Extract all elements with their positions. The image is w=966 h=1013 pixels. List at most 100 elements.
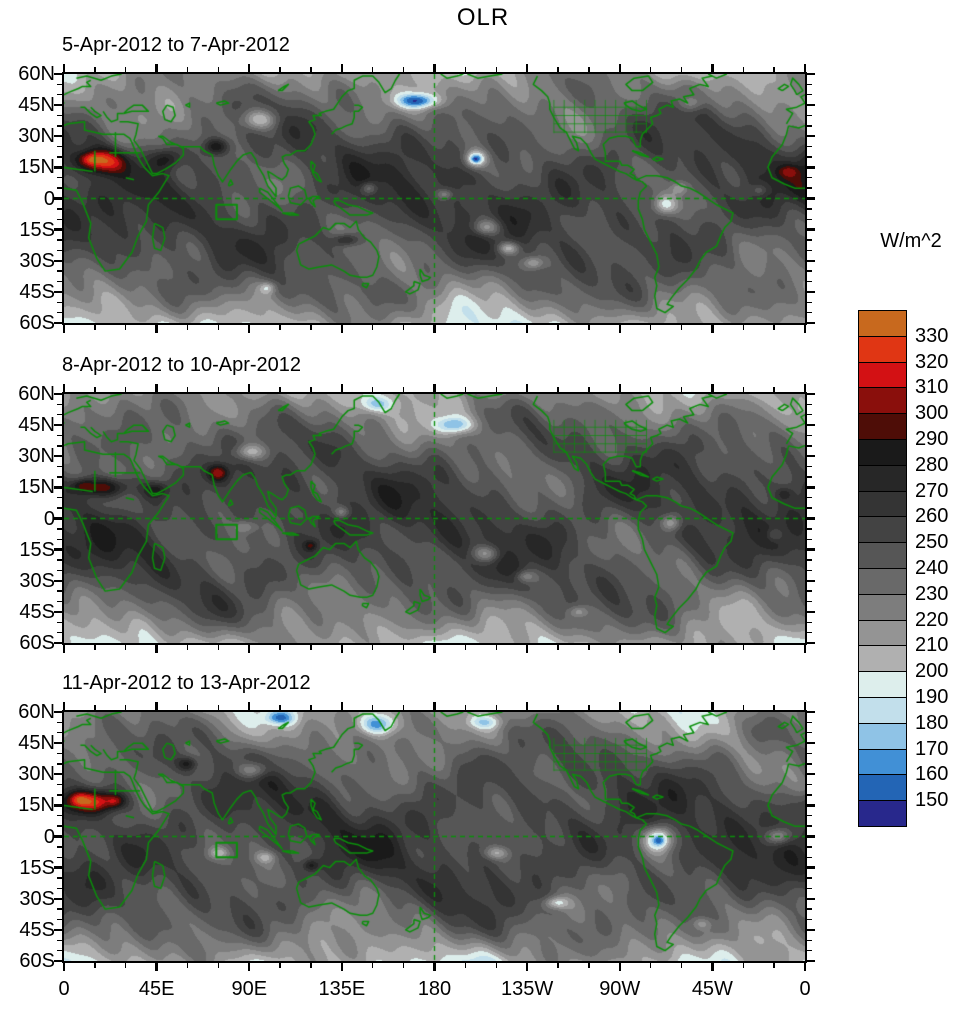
lon-tick [742, 705, 744, 710]
lat-tick-label: 45N [18, 414, 55, 437]
lon-tick [340, 325, 344, 333]
lat-tick [57, 218, 62, 220]
lon-tick [279, 387, 281, 392]
lat-tick [57, 569, 62, 572]
lat-tick [57, 311, 62, 314]
lat-tick [57, 465, 62, 468]
lat-tick [807, 403, 812, 406]
lon-tick [495, 705, 497, 710]
lon-tick [464, 645, 467, 650]
lat-tick [57, 877, 62, 879]
lat-tick [807, 156, 812, 158]
lon-tick [557, 325, 559, 330]
lat-tick [54, 804, 62, 807]
lat-tick [807, 528, 812, 530]
colorbar-tick-label: 330 [915, 324, 949, 347]
lon-tick [680, 705, 683, 710]
lon-tick [525, 702, 529, 710]
lon-tick [217, 645, 220, 650]
lat-tick [54, 321, 62, 325]
lon-tick-label: 45W [691, 978, 733, 1000]
lon-tick [310, 325, 312, 330]
lon-tick [711, 64, 714, 72]
colorbar-segment [858, 413, 907, 440]
panel-2-title: 8-Apr-2012 to 10-Apr-2012 [62, 354, 302, 376]
lat-tick [807, 538, 812, 540]
lon-tick [372, 387, 374, 392]
lat-tick [57, 621, 62, 623]
lat-tick-label: 60N [18, 383, 55, 405]
lat-tick [57, 156, 62, 158]
lon-tick-label: 180 [417, 978, 452, 1000]
lat-tick [54, 197, 62, 200]
colorbar-segment [858, 800, 907, 827]
lon-tick [125, 387, 127, 392]
lon-tick [803, 325, 807, 333]
lat-tick-label: 15S [19, 538, 55, 561]
lat-tick [807, 228, 815, 231]
lat-tick [54, 72, 62, 76]
lon-tick [279, 963, 281, 968]
lon-tick [155, 64, 158, 72]
lat-tick [807, 197, 815, 200]
lat-tick [57, 590, 62, 592]
lat-tick [57, 939, 62, 941]
lon-tick [94, 963, 96, 968]
lat-tick-label: 15S [19, 856, 55, 879]
lat-tick [54, 486, 62, 489]
lat-tick [57, 445, 62, 447]
lon-tick [186, 325, 189, 330]
lon-tick [464, 963, 467, 968]
lon-tick [125, 963, 127, 968]
lon-tick [186, 387, 189, 392]
lon-tick [94, 325, 96, 330]
lon-tick [618, 64, 621, 72]
lat-tick [54, 959, 62, 963]
lon-tick [742, 645, 744, 650]
colorbar-segment [858, 361, 907, 389]
lat-tick [57, 270, 62, 272]
lat-tick-label: 30S [19, 249, 55, 272]
lat-tick-label: 60S [19, 632, 55, 654]
colorbar-tick-label: 310 [915, 376, 949, 399]
lat-tick [807, 710, 815, 714]
lat-tick [54, 741, 62, 745]
lat-tick [54, 641, 62, 645]
lon-tick [217, 325, 220, 330]
lat-tick [807, 218, 812, 220]
lat-tick [57, 83, 62, 86]
lat-tick [57, 783, 62, 786]
lon-tick [62, 645, 66, 653]
lat-tick [807, 804, 815, 807]
lon-tick [649, 645, 652, 650]
lat-tick [807, 559, 812, 561]
lat-tick-label: 60S [19, 950, 55, 972]
colorbar-segment [858, 722, 907, 750]
lon-tick [773, 325, 775, 330]
lon-tick [711, 963, 714, 971]
lon-tick [186, 67, 189, 72]
lat-tick [807, 114, 812, 117]
lat-tick [57, 825, 62, 827]
lon-tick [279, 645, 281, 650]
lat-tick [807, 145, 812, 148]
colorbar-segment [858, 671, 907, 698]
lat-tick [807, 877, 812, 879]
map-canvas-1 [64, 74, 805, 323]
lon-tick [588, 963, 590, 968]
lat-tick [807, 392, 815, 396]
lat-tick [807, 290, 815, 294]
lat-tick [54, 135, 62, 138]
lon-tick [433, 702, 436, 710]
lon-tick [803, 645, 807, 653]
lon-tick [525, 64, 529, 72]
lon-tick [125, 325, 127, 330]
lon-tick [588, 645, 590, 650]
lat-tick [807, 959, 815, 963]
lon-tick [803, 64, 807, 72]
lat-tick [54, 392, 62, 396]
lat-tick-label: 15S [19, 218, 55, 241]
lon-tick [773, 963, 775, 968]
lon-tick [464, 67, 467, 72]
lat-tick [807, 486, 815, 489]
